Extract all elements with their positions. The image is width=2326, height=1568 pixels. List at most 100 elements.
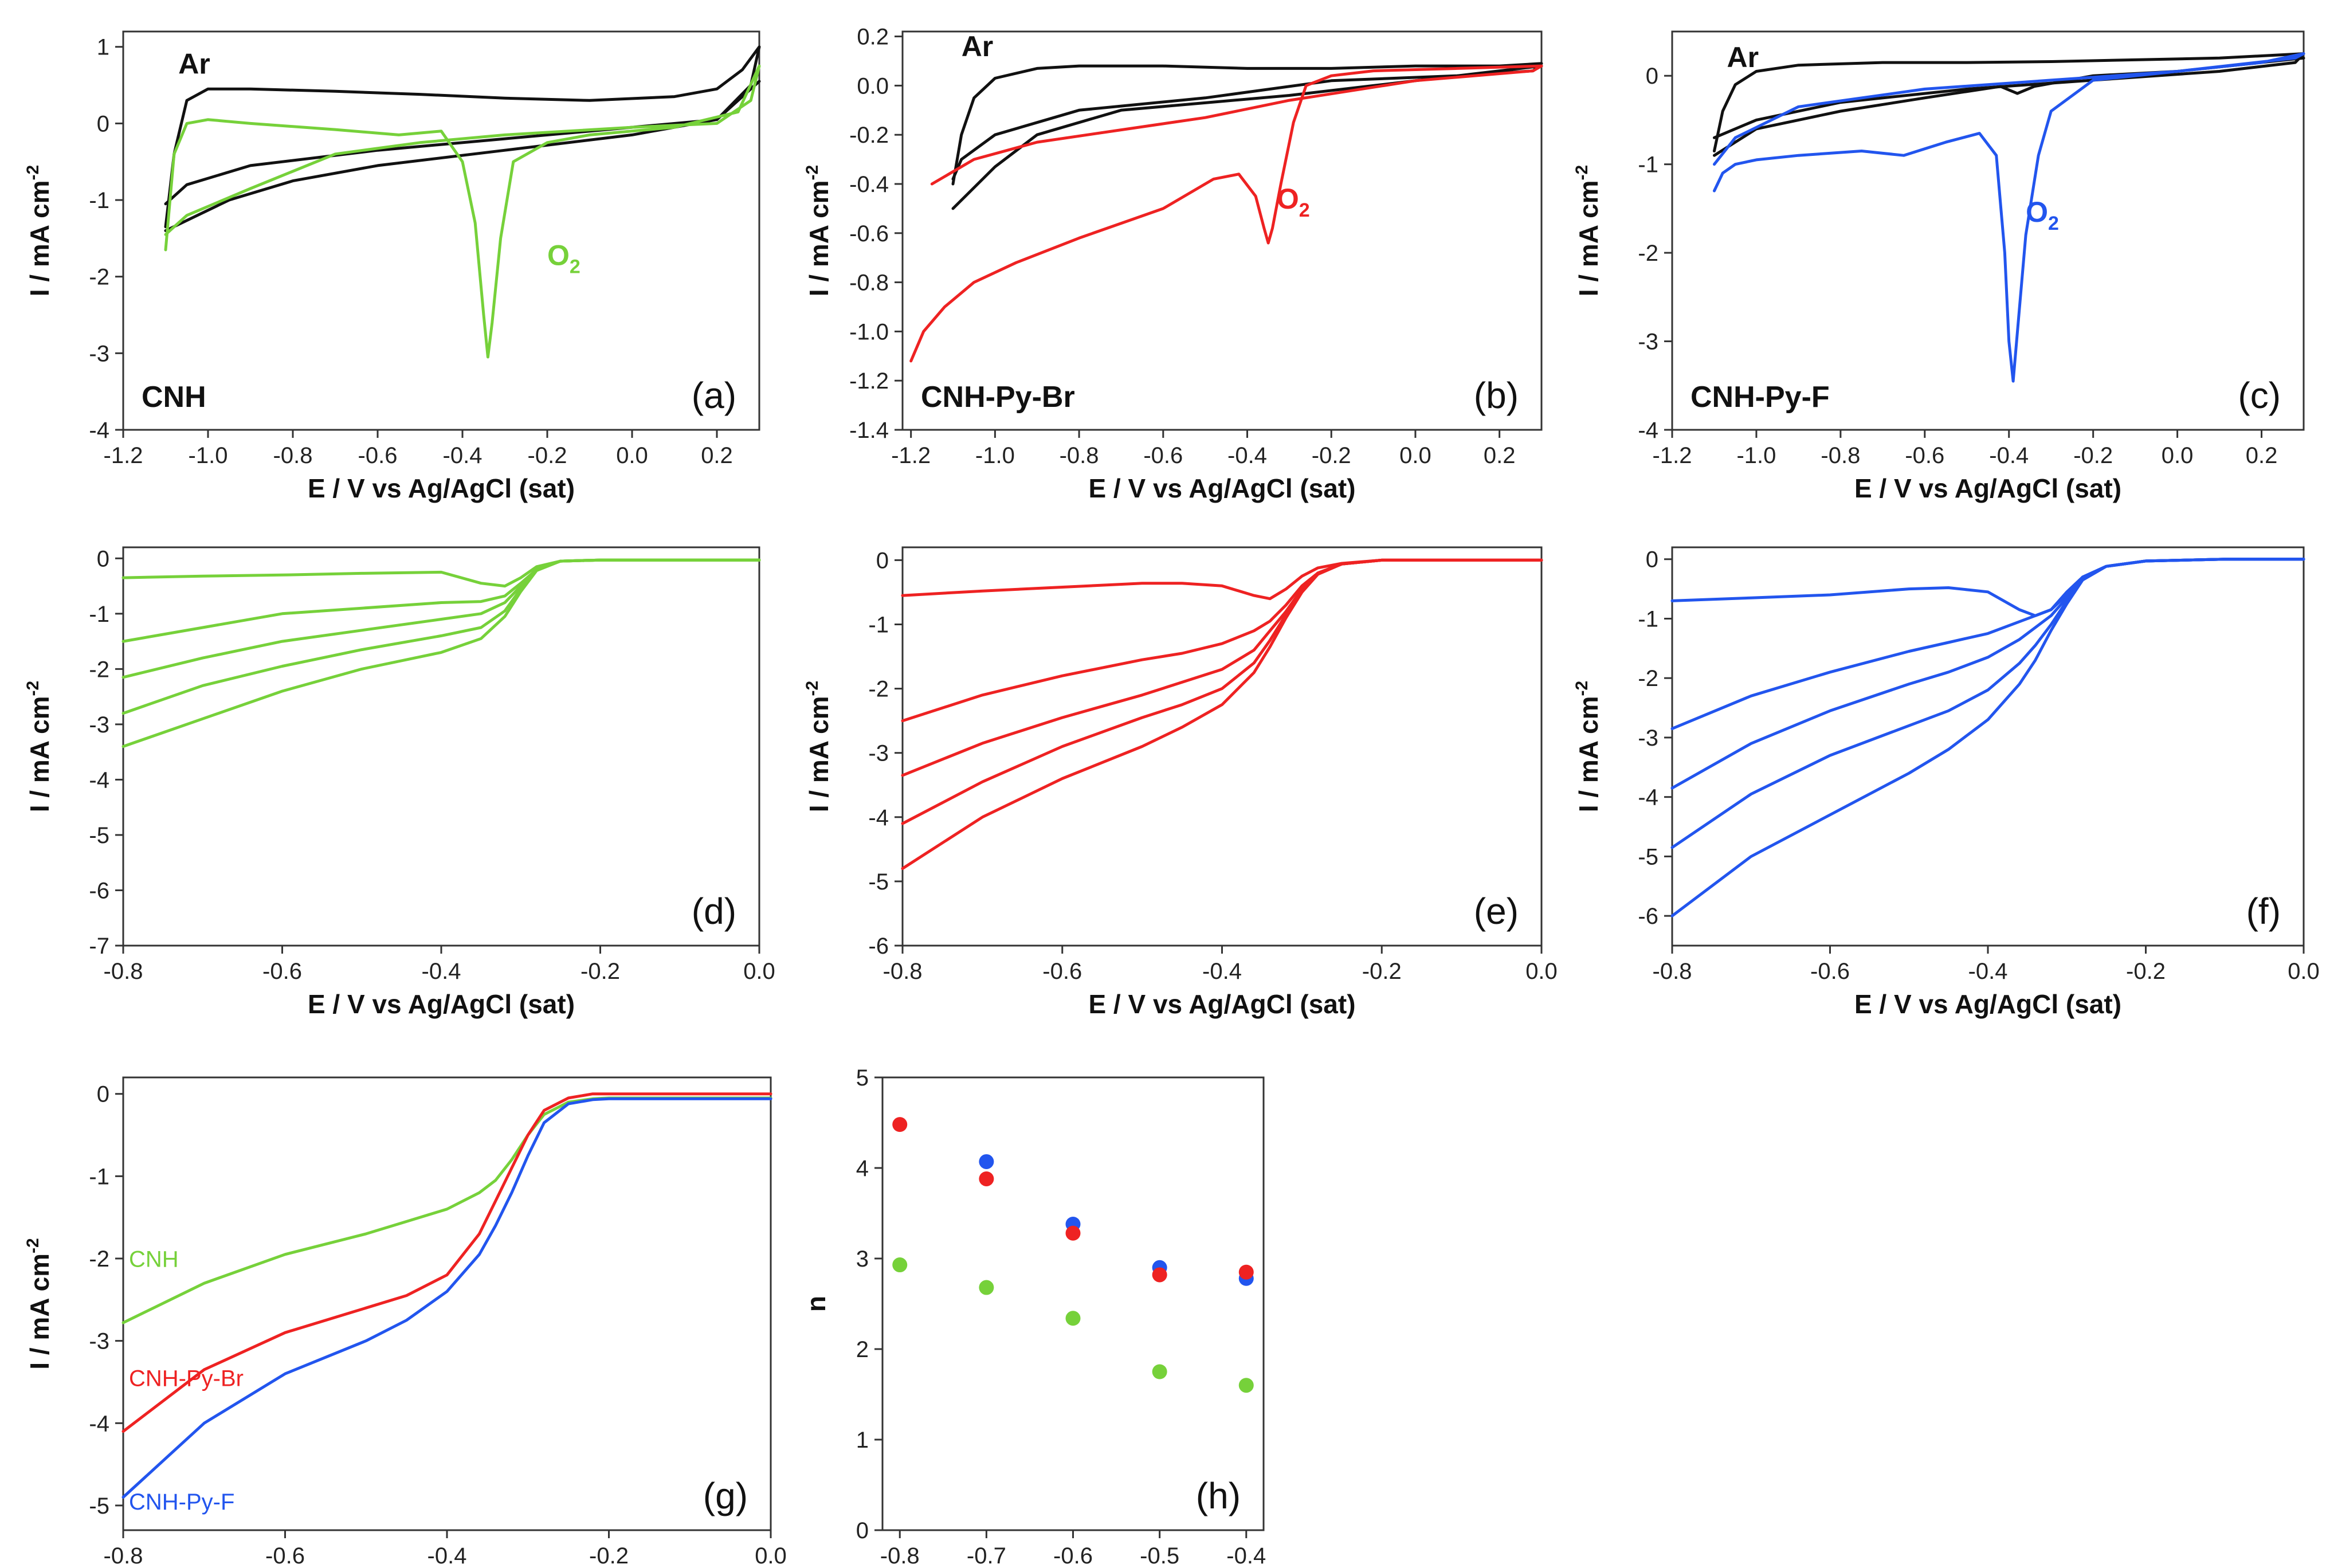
series-line bbox=[901, 558, 1543, 723]
panel-label: (a) bbox=[692, 375, 736, 416]
x-tick-label: -0.6 bbox=[1053, 1543, 1093, 1568]
y-tick-label: 0 bbox=[1646, 64, 1658, 89]
y-tick-label: 3 bbox=[856, 1246, 869, 1272]
x-tick-label: -0.6 bbox=[1042, 959, 1082, 984]
annotation-text: Ar bbox=[962, 30, 994, 62]
y-tick-label: 1 bbox=[97, 35, 109, 60]
y-axis-label-sup: -2 bbox=[1572, 681, 1591, 696]
panel-label: (f) bbox=[2246, 891, 2281, 932]
sample-label: CNH bbox=[142, 381, 206, 414]
panel-label: (g) bbox=[703, 1475, 748, 1516]
y-tick-label: -1 bbox=[89, 602, 109, 627]
series-line bbox=[121, 1097, 772, 1499]
plot-frame bbox=[1671, 546, 2305, 947]
series-line bbox=[121, 558, 761, 748]
x-tick-label: 0.0 bbox=[755, 1543, 787, 1568]
y-tick-label: -4 bbox=[868, 805, 889, 830]
series-line bbox=[901, 558, 1543, 777]
x-tick-label: 0.0 bbox=[2288, 959, 2320, 984]
x-tick-label: 0.0 bbox=[2162, 443, 2194, 468]
x-tick-label: -1.0 bbox=[975, 443, 1015, 468]
data-point bbox=[1152, 1364, 1167, 1379]
y-tick-label: -3 bbox=[868, 741, 889, 766]
legend-entry: CNH-Py-F bbox=[129, 1489, 234, 1515]
y-tick-label: -4 bbox=[1638, 418, 1658, 443]
y-tick-label: 1 bbox=[856, 1428, 869, 1453]
series-line bbox=[121, 1096, 772, 1324]
y-axis-label: I / mA cm-2 bbox=[1572, 165, 1603, 297]
x-tick-label: -0.4 bbox=[1989, 443, 2029, 468]
panel-f: -0.8 -0.6 -0.4 -0.2 0.0 0 -1 -2 -3 -4 -5 -6 E / V vs… bbox=[1572, 546, 2320, 1019]
x-tick-label: -0.4 bbox=[443, 443, 483, 468]
x-tick-label: -0.8 bbox=[1653, 959, 1692, 984]
y-tick-label: -4 bbox=[1638, 785, 1658, 810]
series-line bbox=[121, 558, 761, 588]
data-point bbox=[1152, 1267, 1167, 1283]
x-tick-label: -0.8 bbox=[1060, 443, 1099, 468]
y-tick-label: 0.0 bbox=[857, 73, 889, 99]
x-axis-label: E / V vs Ag/AgCl (sat) bbox=[1088, 473, 1355, 503]
y-tick-label: -1 bbox=[1638, 606, 1658, 632]
y-tick-label: 5 bbox=[856, 1065, 869, 1091]
y-axis-label-main: I / mA cm bbox=[25, 1253, 54, 1370]
x-axis-label: E / V vs Ag/AgCl (sat) bbox=[1854, 989, 2121, 1019]
series-line bbox=[909, 64, 1543, 363]
y-tick-label: -2 bbox=[868, 677, 889, 702]
y-tick-label: -1.4 bbox=[849, 418, 889, 443]
annotation-label: Ar bbox=[178, 48, 210, 80]
annotation-text: O bbox=[2026, 196, 2048, 228]
x-tick-label: 0.0 bbox=[1399, 443, 1431, 468]
y-tick-label: -2 bbox=[1638, 241, 1658, 266]
data-point bbox=[979, 1171, 994, 1186]
x-axis-label: E / V vs Ag/AgCl (sat) bbox=[1854, 473, 2121, 503]
series-line bbox=[121, 558, 761, 715]
y-tick-label: -0.2 bbox=[849, 123, 889, 148]
plot-frame bbox=[122, 546, 760, 947]
y-tick-label: -1.0 bbox=[849, 319, 889, 344]
series-line bbox=[901, 558, 1543, 870]
x-tick-label: -0.4 bbox=[422, 959, 461, 984]
plot-frame bbox=[901, 546, 1543, 947]
y-tick-label: -5 bbox=[89, 1493, 109, 1519]
x-tick-label: -0.8 bbox=[104, 959, 143, 984]
series-line bbox=[121, 558, 761, 679]
annotation-text: Ar bbox=[1727, 41, 1759, 73]
series-line bbox=[951, 62, 1543, 186]
panel-a: -1.2 -1.0 -0.8 -0.6 -0.4 -0.2 0.0 0.2 1 0 -1 -2 -3 -4… bbox=[23, 30, 761, 503]
y-axis-label-main: I / mA cm bbox=[1574, 696, 1603, 812]
y-axis-label-main: I / mA cm bbox=[804, 180, 834, 296]
x-tick-label: -0.6 bbox=[1905, 443, 1944, 468]
y-tick-label: -0.6 bbox=[849, 221, 889, 246]
sample-label: CNH-Py-Br bbox=[921, 381, 1075, 414]
y-tick-label: -3 bbox=[89, 341, 109, 366]
y-tick-label: -0.4 bbox=[849, 172, 889, 197]
x-tick-label: -0.6 bbox=[1810, 959, 1850, 984]
y-axis-label-sup: -2 bbox=[803, 165, 822, 181]
y-tick-label: -5 bbox=[1638, 844, 1658, 869]
y-tick-label: 2 bbox=[856, 1337, 869, 1362]
x-tick-label: -0.2 bbox=[580, 959, 620, 984]
data-point bbox=[979, 1154, 994, 1169]
y-tick-label: -7 bbox=[89, 934, 109, 959]
x-tick-label: 0.2 bbox=[701, 443, 733, 468]
x-tick-label: -0.6 bbox=[265, 1543, 305, 1568]
y-tick-label: 0 bbox=[97, 546, 109, 571]
x-tick-label: -0.4 bbox=[1226, 1543, 1266, 1568]
y-tick-label: 0 bbox=[97, 111, 109, 136]
y-tick-label: -5 bbox=[89, 823, 109, 848]
legend-entry: CNH-Py-Br bbox=[129, 1366, 244, 1391]
annotation-sub: 2 bbox=[2048, 213, 2059, 234]
y-tick-label: -2 bbox=[1638, 666, 1658, 691]
data-point bbox=[892, 1257, 908, 1273]
y-axis-label-main: I / mA cm bbox=[1574, 180, 1603, 296]
annotation-text: Ar bbox=[178, 48, 210, 80]
x-tick-label: -0.4 bbox=[1202, 959, 1242, 984]
y-tick-label: -2 bbox=[89, 1246, 109, 1272]
x-tick-label: -0.6 bbox=[358, 443, 398, 468]
annotation-sub: 2 bbox=[1299, 199, 1310, 221]
plot-frame bbox=[122, 1076, 772, 1531]
x-tick-label: -0.6 bbox=[1143, 443, 1183, 468]
y-axis-label: I / mA cm-2 bbox=[23, 165, 54, 297]
y-tick-label: -2 bbox=[89, 265, 109, 290]
